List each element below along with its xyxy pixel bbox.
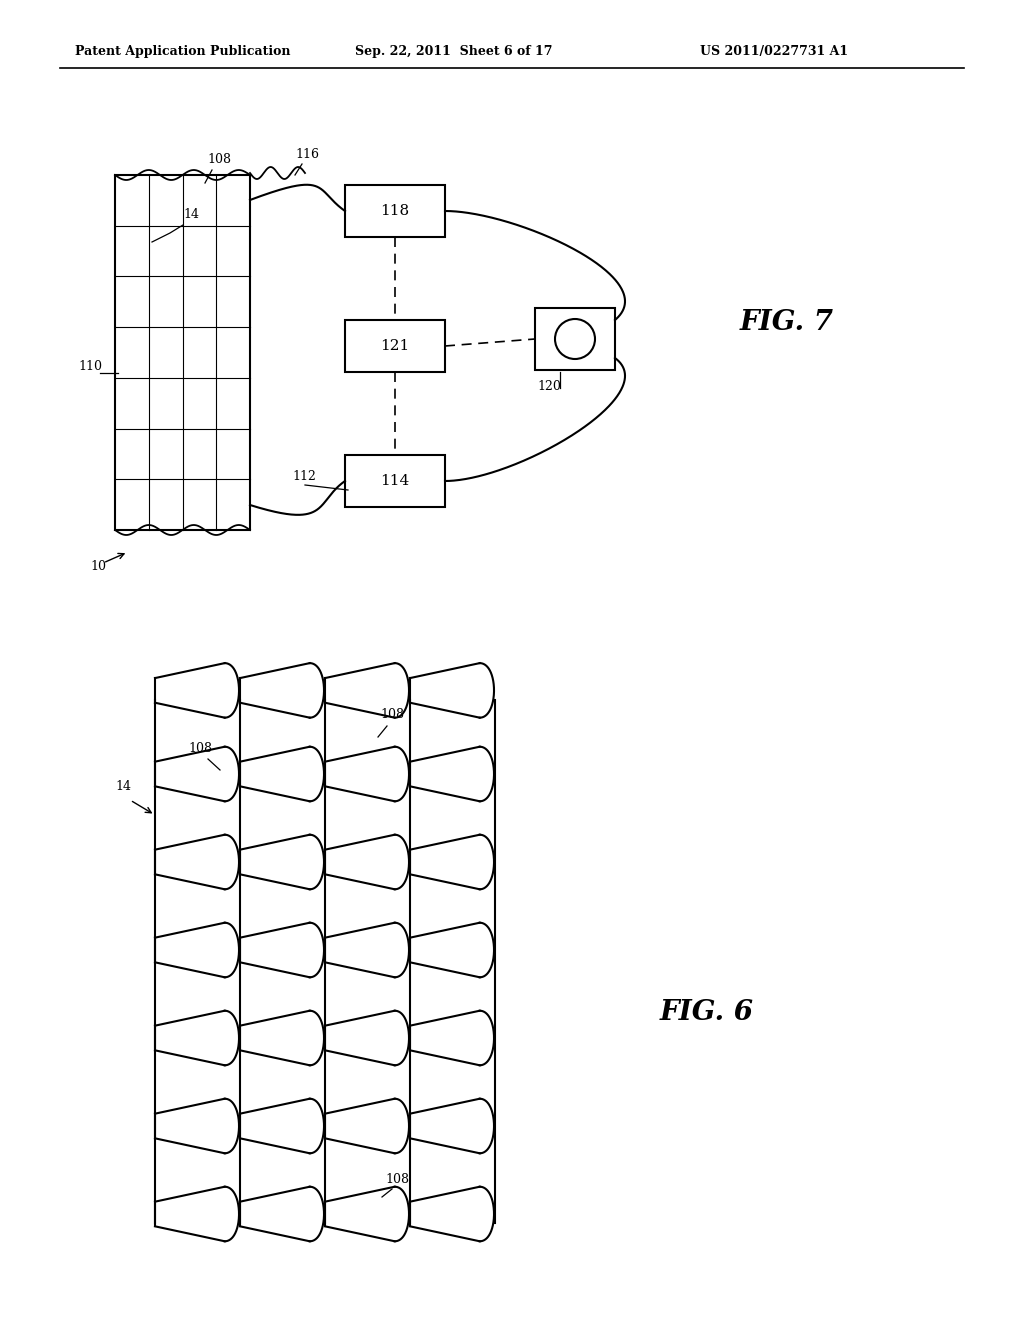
- Text: 108: 108: [385, 1173, 409, 1185]
- Text: 14: 14: [183, 209, 199, 220]
- Text: FIG. 6: FIG. 6: [660, 999, 754, 1026]
- Text: 118: 118: [381, 205, 410, 218]
- Text: 110: 110: [78, 360, 102, 374]
- Text: 10: 10: [90, 560, 106, 573]
- Circle shape: [555, 319, 595, 359]
- Text: 108: 108: [207, 153, 231, 166]
- Text: Sep. 22, 2011  Sheet 6 of 17: Sep. 22, 2011 Sheet 6 of 17: [355, 45, 553, 58]
- Text: Patent Application Publication: Patent Application Publication: [75, 45, 291, 58]
- Bar: [535, 308, 615, 370]
- Text: 14: 14: [115, 780, 131, 793]
- Text: 112: 112: [292, 470, 315, 483]
- Text: 120: 120: [537, 380, 561, 393]
- Text: 121: 121: [380, 339, 410, 352]
- Bar: [345, 185, 445, 238]
- Text: 108: 108: [380, 708, 404, 721]
- Bar: [345, 455, 445, 507]
- Text: 108: 108: [188, 742, 212, 755]
- Bar: [345, 319, 445, 372]
- Text: 114: 114: [380, 474, 410, 488]
- Text: US 2011/0227731 A1: US 2011/0227731 A1: [700, 45, 848, 58]
- Text: FIG. 7: FIG. 7: [740, 309, 834, 337]
- Text: 116: 116: [295, 148, 319, 161]
- Bar: [115, 176, 250, 531]
